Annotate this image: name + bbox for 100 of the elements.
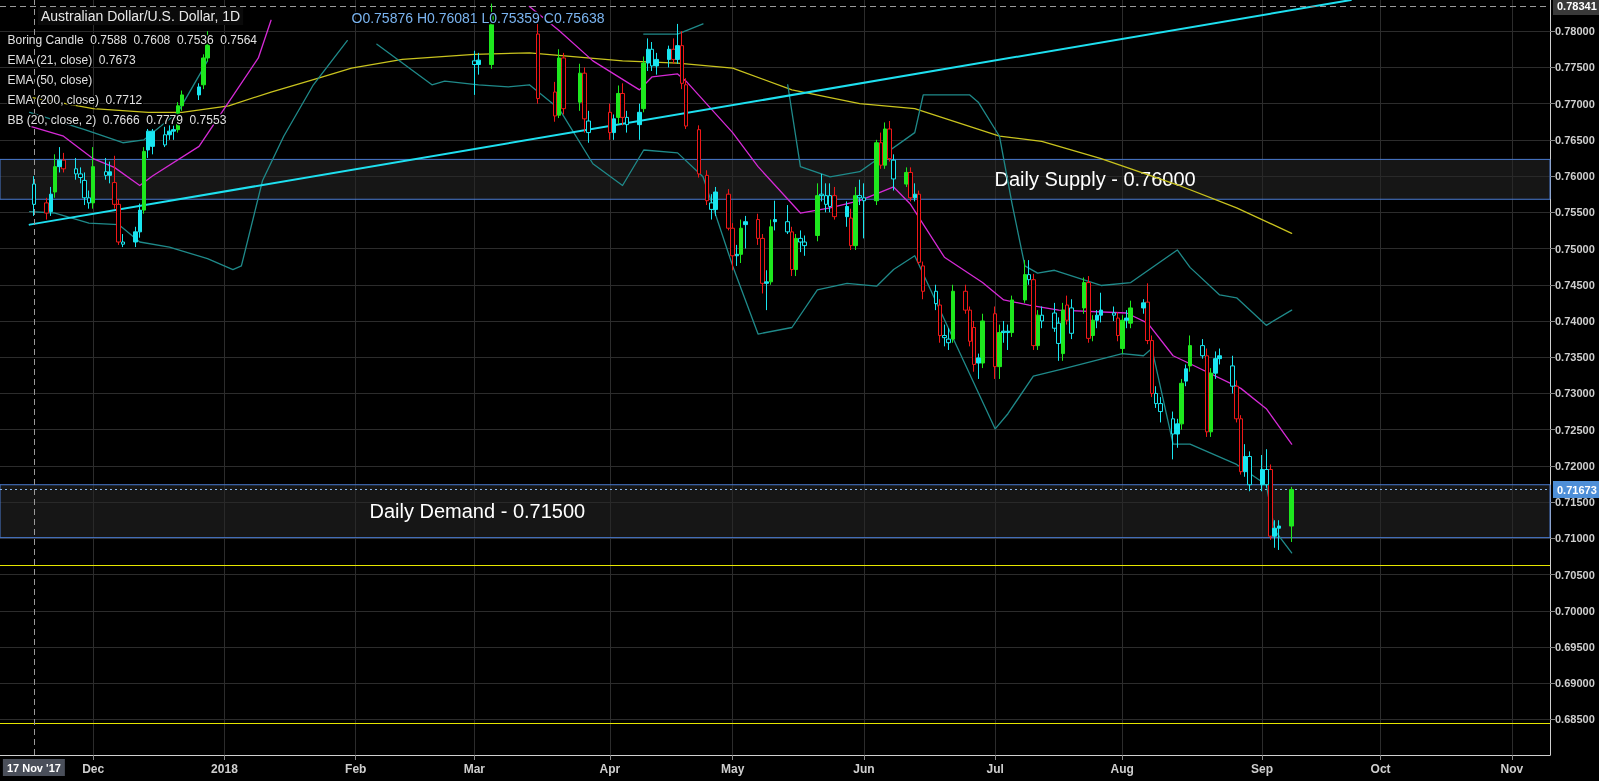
x-tick-label: 2018 <box>211 762 239 776</box>
candlestick <box>637 103 642 141</box>
candlestick <box>553 81 557 123</box>
candlestick <box>57 146 62 173</box>
candlestick <box>53 153 57 199</box>
candlestick <box>951 284 955 344</box>
candlestick <box>1128 300 1133 329</box>
candlestick <box>536 23 540 105</box>
candlestick <box>641 56 646 113</box>
y-tick-label: 0.72000 <box>1555 459 1595 472</box>
candlestick <box>1213 350 1218 380</box>
candlestick <box>773 200 777 231</box>
candlestick <box>980 313 985 369</box>
y-tick-label: 0.71500 <box>1555 496 1595 509</box>
y-tick-label: 0.76000 <box>1555 170 1595 183</box>
candlestick <box>1061 302 1065 362</box>
y-tick-label: 0.75000 <box>1555 242 1595 255</box>
candlestick <box>578 63 582 112</box>
candlestick <box>1179 378 1184 431</box>
y-tick-label: 0.77500 <box>1555 61 1595 74</box>
candlestick <box>1120 314 1125 355</box>
y-tick-label: 0.73500 <box>1555 351 1595 364</box>
candlestick <box>697 124 701 179</box>
candlestick <box>472 50 477 96</box>
candlestick <box>764 269 769 311</box>
candlestick <box>739 219 743 264</box>
x-tick-label: May <box>720 762 745 776</box>
candlestick <box>908 166 913 202</box>
y-tick-label: 0.73000 <box>1555 387 1595 400</box>
band-label: Daily Demand - 0.71500 <box>369 500 586 523</box>
x-tick-label: Mar <box>463 762 486 776</box>
candlestick <box>874 139 879 206</box>
candlestick <box>150 128 155 155</box>
candlestick <box>1209 367 1213 438</box>
candlestick <box>997 324 1002 380</box>
candlestick <box>798 229 803 253</box>
x-tick-label: Apr <box>599 762 621 776</box>
candlestick <box>49 186 53 217</box>
candlestick <box>557 48 561 119</box>
candlestick <box>883 121 887 170</box>
candlestick <box>853 186 858 251</box>
candlestick <box>913 182 917 202</box>
annotation: EMA (21, close) 0.7673 <box>7 52 136 67</box>
candlestick <box>675 23 680 65</box>
candlestick <box>1272 519 1277 549</box>
candlestick <box>879 132 883 170</box>
candlestick <box>82 171 87 206</box>
candlestick <box>142 146 146 215</box>
candlestick <box>1023 259 1027 304</box>
x-tick-label: Sep <box>1251 762 1274 776</box>
candlestick <box>705 169 709 206</box>
y-tick-label: 0.76500 <box>1555 133 1595 146</box>
candlestick <box>561 52 566 115</box>
candlestick <box>976 353 981 380</box>
y-tick-label: 0.78000 <box>1555 25 1595 38</box>
x-tick-label: Feb <box>345 762 367 776</box>
x-tick-label: Jun <box>853 762 875 776</box>
y-tick-label: 0.74500 <box>1555 278 1595 291</box>
candlestick <box>667 45 671 68</box>
y-tick-label: 0.77000 <box>1555 97 1595 110</box>
candlestick <box>61 152 66 173</box>
candlestick <box>769 219 773 286</box>
candlestick <box>1289 486 1294 543</box>
candlestick <box>1141 298 1146 315</box>
candlestick <box>108 161 112 184</box>
candlestick <box>1188 334 1192 373</box>
y-tick-label: 0.70500 <box>1555 568 1595 581</box>
candlestick <box>849 208 853 251</box>
x-tick-label: Oct <box>1370 762 1391 776</box>
candlestick <box>1086 275 1091 344</box>
candlestick <box>1040 305 1044 329</box>
text: Australian Dollar/U.S. Dollar, 1D <box>41 8 241 24</box>
candlestick <box>845 200 849 228</box>
candlestick <box>1069 298 1074 340</box>
candlestick <box>671 37 676 65</box>
candlestick <box>1010 295 1014 338</box>
y-tick-label: 0.70000 <box>1555 604 1595 617</box>
candlestick <box>815 182 820 242</box>
y-tick-label: 0.68500 <box>1555 713 1595 726</box>
candlestick <box>735 244 739 267</box>
candlestick <box>713 186 718 217</box>
candlestick <box>1184 363 1188 387</box>
ref-line-label: 0.71673 <box>1557 483 1597 496</box>
candlestick <box>794 233 798 277</box>
candlestick <box>32 175 36 217</box>
x-tick-label: Dec <box>82 762 105 776</box>
candlestick <box>993 305 997 380</box>
ref-line-label: 17 Nov '17 <box>6 761 61 774</box>
candlestick <box>91 146 95 210</box>
ref-line-label: 0.78341 <box>1557 0 1597 13</box>
candlestick <box>1124 309 1129 329</box>
candlestick <box>44 197 49 221</box>
x-tick-label: Nov <box>1500 762 1524 776</box>
y-tick-label: 0.69000 <box>1555 677 1595 690</box>
x-tick-label: Aug <box>1110 762 1134 776</box>
y-tick-label: 0.71000 <box>1555 532 1595 545</box>
candlestick <box>104 157 108 181</box>
candlestick <box>832 186 837 221</box>
y-tick-label: 0.75500 <box>1555 206 1595 219</box>
candlestick <box>197 82 201 101</box>
